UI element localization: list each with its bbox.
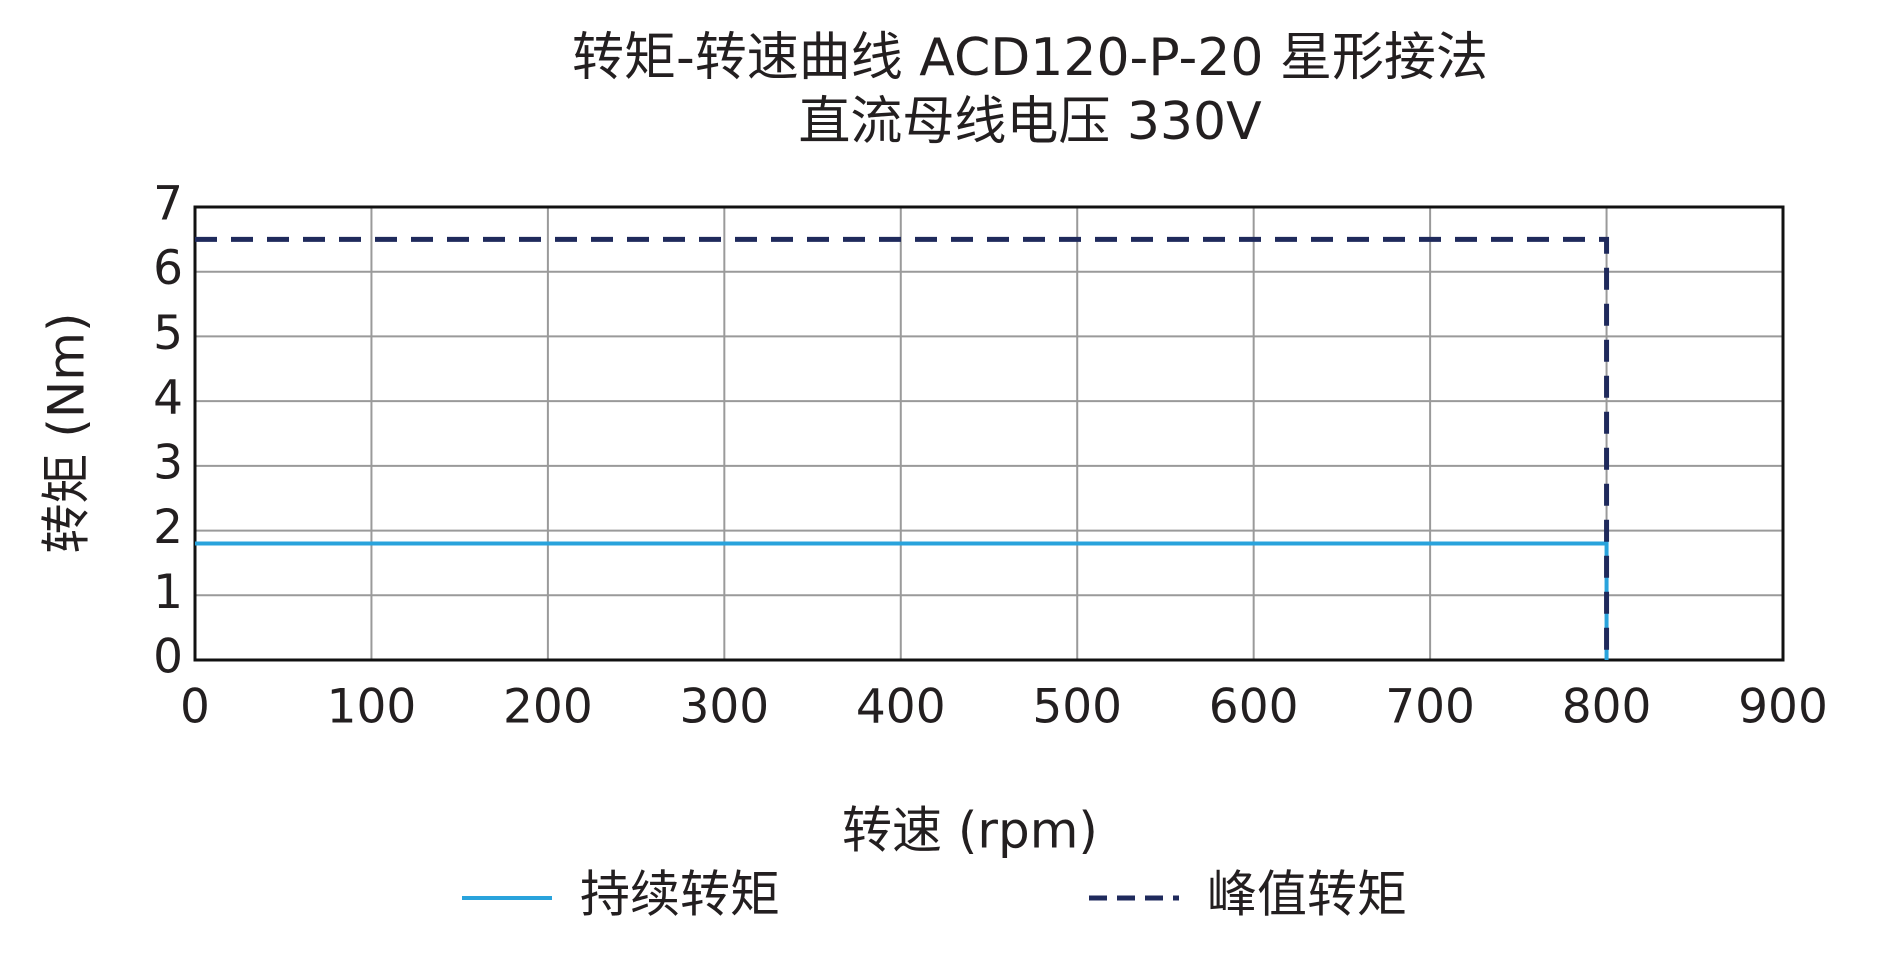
y-tick-label: 7 [153,177,183,232]
y-tick-label: 4 [153,371,183,426]
x-tick-label: 800 [1562,680,1652,735]
data-line [195,236,1610,660]
x-tick-label: 100 [327,680,417,735]
x-tick-label: 900 [1738,680,1828,735]
chart-title: 转矩-转速曲线 ACD120-P-20 星形接法 [572,28,1488,88]
chart-subtitle: 直流母线电压 330V [798,92,1262,152]
x-tick-label: 400 [856,680,946,735]
plot-frame [193,205,1785,662]
y-tick-label: 0 [153,630,183,685]
x-axis-label: 转速 (rpm) [842,802,1098,860]
x-tick-label: 500 [1032,680,1122,735]
data-line [195,541,1609,660]
x-tick-label: 300 [679,680,769,735]
legend-label: 峰值转矩 [1207,866,1407,924]
y-tick-label: 3 [153,435,183,490]
x-tick-label: 700 [1385,680,1475,735]
y-tick-label: 1 [153,565,183,620]
y-tick-label: 2 [153,500,183,555]
y-tick-label: 6 [153,241,183,296]
y-tick-label: 5 [153,306,183,361]
y-axis-label: 转矩 (Nm) [38,312,96,553]
x-tick-label: 0 [180,680,210,735]
legend-label: 持续转矩 [580,866,780,924]
x-tick-label: 200 [503,680,593,735]
x-tick-label: 600 [1209,680,1299,735]
